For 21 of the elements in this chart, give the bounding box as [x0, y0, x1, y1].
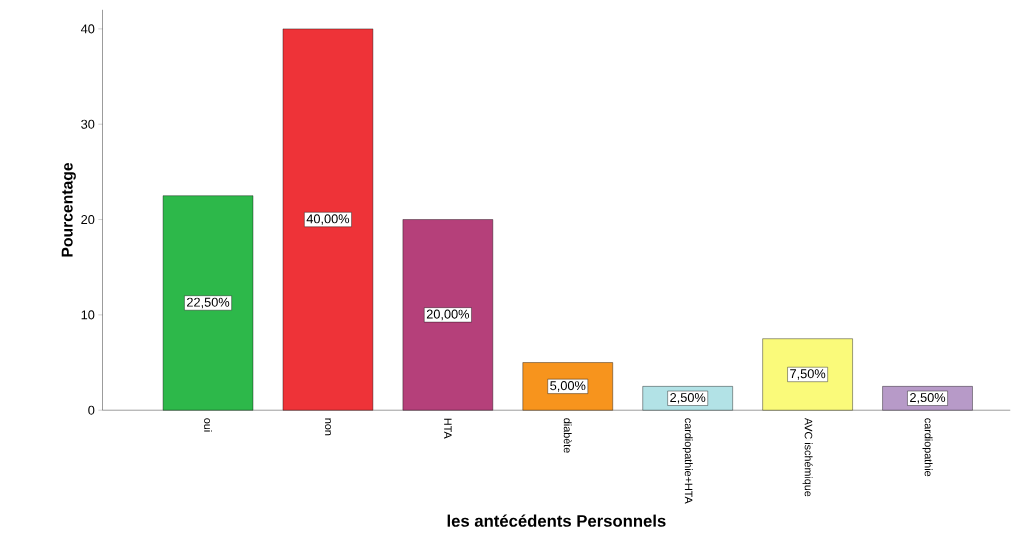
y-tick-label: 10	[81, 310, 95, 320]
y-tick-label: 0	[88, 405, 95, 415]
data-label: 5,00%	[550, 380, 586, 392]
y-tick-label: 30	[81, 119, 95, 129]
x-tick-label: AVC ischémique	[802, 417, 813, 497]
x-tick-label: diabète	[563, 418, 572, 453]
data-label: 22,50%	[187, 297, 230, 308]
y-axis-title: Pourcentage	[61, 162, 76, 257]
y-tick-label: 40	[80, 24, 95, 34]
y-tick-label: 20	[81, 214, 95, 224]
x-axis-title: les antécédents Personnels	[447, 514, 666, 527]
x-tick-label: non	[324, 418, 331, 435]
data-label: 2,50%	[670, 392, 706, 404]
x-tick-label: cardiopathie+HTA	[682, 418, 693, 504]
data-label: 7,50%	[790, 368, 826, 380]
x-tick-label: HTA	[444, 418, 452, 439]
data-label: 20,00%	[426, 309, 470, 320]
data-label: 40,00%	[306, 214, 350, 225]
data-label: 2,50%	[910, 392, 946, 404]
x-tick-label: oui	[204, 418, 212, 432]
x-tick-label: cardiopathie	[922, 418, 933, 476]
